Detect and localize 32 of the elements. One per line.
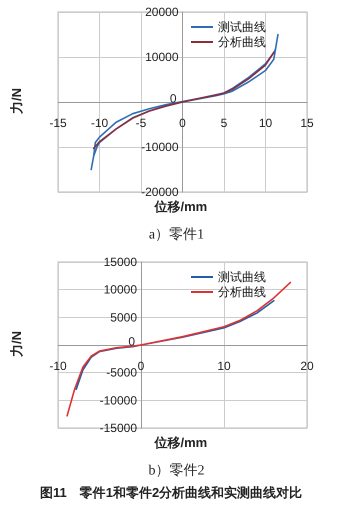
y-tick-label: 20000 — [145, 5, 179, 19]
y-tick-label: 5000 — [110, 310, 138, 324]
text: a）零件1 — [148, 226, 204, 242]
legend-label: 测试曲线 — [218, 20, 266, 34]
legend-label: 分析曲线 — [218, 35, 266, 49]
y-tick-label: 0 — [128, 334, 136, 348]
y-tick-label: 10000 — [145, 50, 179, 64]
x-tick-label: 20 — [300, 359, 314, 373]
y-tick-label: -10000 — [141, 140, 179, 154]
x-tick-label: 5 — [220, 116, 228, 130]
legend-label: 分析曲线 — [218, 285, 266, 299]
y-tick-label: -15000 — [100, 421, 138, 435]
x-axis-title: 位移/mm — [154, 435, 208, 450]
x-tick-label: 15 — [300, 116, 314, 130]
y-axis-title: 力/N — [9, 88, 24, 115]
y-tick-label: -10000 — [100, 393, 138, 408]
caption: 图11 零件1和零件2分析曲线和实测曲线对比 — [40, 485, 302, 500]
x-tick-label: 10 — [217, 359, 231, 373]
legend-label: 测试曲线 — [218, 270, 266, 284]
text: b）零件2 — [148, 462, 204, 478]
y-tick-label: -5000 — [106, 366, 138, 380]
y-tick-label: 15000 — [104, 255, 138, 269]
y-tick-label: 10000 — [104, 282, 138, 297]
x-tick-label: 10 — [258, 116, 272, 130]
y-axis-title: 力/N — [9, 331, 24, 358]
y-tick-label: -20000 — [141, 185, 179, 199]
y-tick-label: 0 — [170, 92, 177, 106]
x-axis-title: 位移/mm — [154, 199, 208, 214]
x-tick-label: -15 — [49, 116, 67, 130]
x-tick-label: -5 — [136, 116, 147, 130]
x-tick-label: -10 — [90, 116, 108, 130]
x-tick-label: -10 — [49, 359, 67, 373]
